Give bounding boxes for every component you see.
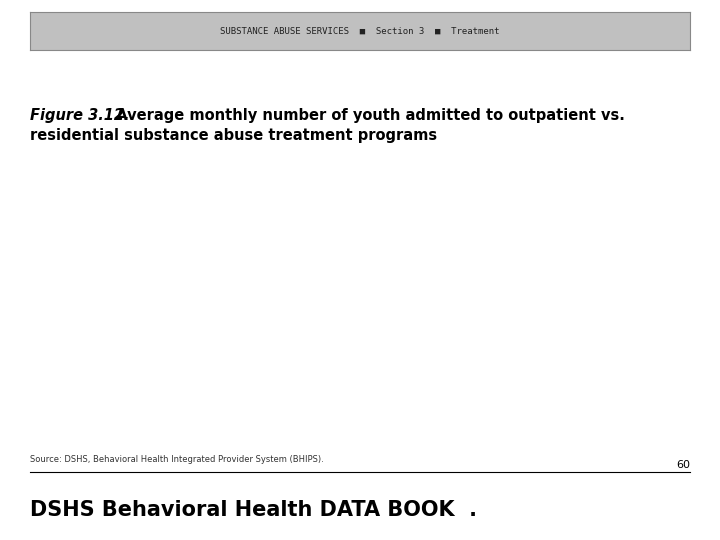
Text: DSHS Behavioral Health DATA BOOK  .: DSHS Behavioral Health DATA BOOK .	[30, 500, 477, 520]
Text: residential substance abuse treatment programs: residential substance abuse treatment pr…	[30, 128, 437, 143]
Text: Source: DSHS, Behavioral Health Integrated Provider System (BHIPS).: Source: DSHS, Behavioral Health Integrat…	[30, 455, 324, 464]
Text: 60: 60	[676, 460, 690, 470]
Text: SUBSTANCE ABUSE SERVICES  ■  Section 3  ■  Treatment: SUBSTANCE ABUSE SERVICES ■ Section 3 ■ T…	[220, 26, 500, 36]
Text: Average monthly number of youth admitted to outpatient vs.: Average monthly number of youth admitted…	[106, 108, 625, 123]
Text: Figure 3.12.: Figure 3.12.	[30, 108, 130, 123]
